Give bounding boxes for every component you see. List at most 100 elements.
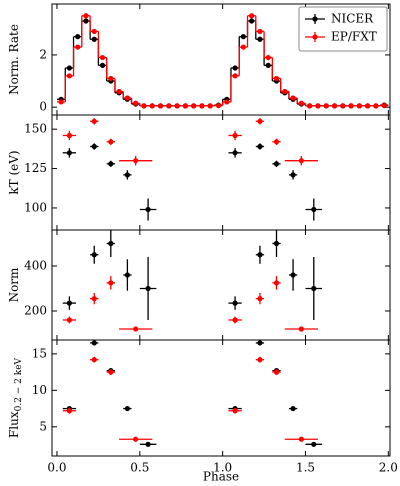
point — [257, 143, 263, 150]
y-tick-label: 10 — [32, 383, 47, 397]
point — [116, 88, 122, 95]
point — [273, 280, 280, 286]
y-tick-label: 0 — [39, 100, 47, 114]
x-tick-label: 1.5 — [296, 461, 315, 475]
point — [66, 65, 72, 71]
point — [240, 34, 246, 40]
point — [66, 408, 72, 414]
point — [108, 161, 114, 167]
point — [66, 73, 72, 79]
point — [373, 103, 379, 109]
point — [108, 369, 114, 375]
y-tick-label: 5 — [39, 419, 47, 433]
point — [91, 36, 97, 42]
point — [257, 118, 263, 124]
y-axis-label: Flux0.2 − 2 keV — [7, 357, 24, 438]
point — [265, 54, 271, 61]
point — [66, 150, 72, 156]
point — [232, 408, 238, 414]
point — [232, 65, 238, 71]
point — [331, 103, 338, 109]
point — [141, 103, 147, 109]
point — [66, 300, 72, 306]
point — [149, 103, 155, 109]
point — [232, 132, 238, 139]
point — [83, 13, 89, 19]
point — [157, 103, 164, 109]
point — [232, 150, 238, 156]
point — [124, 272, 130, 278]
point — [315, 103, 321, 109]
plot-area — [62, 340, 323, 447]
point — [290, 172, 296, 178]
plot-area — [56, 13, 389, 109]
point — [58, 99, 64, 105]
point — [311, 285, 317, 292]
point — [75, 44, 81, 50]
point — [215, 102, 222, 109]
x-axis-label: Phase — [203, 470, 239, 484]
point — [199, 103, 205, 109]
legend-label: EP/FXT — [331, 30, 377, 44]
y-tick-label: 125 — [24, 161, 47, 175]
point — [249, 13, 255, 19]
point — [91, 357, 97, 363]
plot-area — [62, 230, 323, 332]
point — [273, 369, 280, 375]
y-axis-label: Norm — [7, 267, 21, 302]
point — [124, 405, 130, 412]
point — [290, 405, 296, 412]
point — [108, 75, 114, 82]
point — [133, 436, 139, 442]
point — [232, 317, 238, 323]
frame — [51, 229, 391, 341]
point — [232, 73, 238, 79]
x-tick-label: 0.5 — [130, 461, 149, 475]
point — [99, 62, 106, 68]
point — [290, 272, 296, 278]
point — [124, 172, 130, 178]
legend-label: NICER — [331, 12, 374, 26]
point — [91, 252, 97, 258]
point — [108, 240, 114, 247]
point — [307, 103, 313, 109]
point — [340, 103, 346, 109]
point — [365, 103, 371, 109]
x-tick-label: 2.0 — [379, 461, 398, 475]
y-axis-label-main: Flux — [7, 411, 21, 438]
legend-box — [298, 6, 388, 52]
point — [311, 441, 317, 447]
point — [232, 300, 238, 306]
point — [273, 139, 280, 145]
y-tick-label: 400 — [24, 258, 47, 272]
point — [240, 44, 246, 50]
point — [207, 103, 213, 109]
point — [290, 95, 296, 101]
point — [145, 441, 151, 447]
point — [91, 118, 97, 124]
x-tick-label: 0.0 — [47, 461, 66, 475]
point — [99, 54, 106, 61]
point — [174, 103, 180, 109]
y-tick-label: 2 — [39, 47, 47, 61]
y-axis-label: Norm. Rate — [7, 24, 21, 95]
y-axis-label-main: Norm. Rate — [7, 24, 21, 95]
point — [348, 103, 354, 109]
frame — [51, 339, 391, 457]
point — [108, 280, 114, 286]
y-tick-label: 150 — [24, 122, 47, 136]
legend-marker — [312, 16, 318, 22]
y-axis-label-sub: 0.2 − 2 keV — [14, 357, 24, 411]
point — [257, 340, 263, 346]
point — [249, 18, 255, 24]
point — [91, 340, 97, 346]
point — [91, 28, 97, 35]
point — [133, 158, 139, 164]
point — [191, 103, 197, 109]
y-tick-label: 200 — [24, 303, 47, 317]
point — [66, 317, 72, 323]
point — [124, 95, 130, 101]
point — [257, 252, 263, 258]
point — [182, 103, 188, 109]
